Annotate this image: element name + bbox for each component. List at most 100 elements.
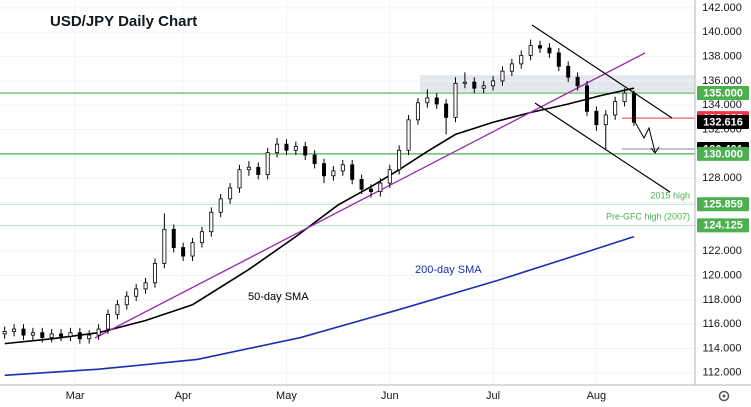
price-tag-label: 124.125 — [703, 220, 743, 232]
sma-line — [4, 235, 635, 377]
candle-body — [594, 110, 599, 126]
x-tick-label: Mar — [66, 390, 85, 402]
candle-body — [134, 288, 139, 297]
candle-body — [303, 146, 308, 156]
candle-body — [584, 85, 589, 112]
candle-body — [603, 114, 608, 126]
price-tag — [697, 146, 749, 161]
level-note: Pre-GFC high (2007) — [606, 212, 690, 222]
candle-body — [368, 188, 373, 192]
candle-body — [256, 166, 261, 175]
candle-body — [481, 85, 486, 89]
price-tag — [697, 218, 749, 233]
x-tick-label: May — [276, 390, 297, 402]
candle-body — [322, 163, 327, 177]
y-tick-label: 120.000 — [702, 269, 742, 281]
candle-body — [519, 54, 524, 65]
x-tick-label: Jul — [486, 390, 500, 402]
levels: 2015 high Pre-GFC high (2007) — [0, 92, 695, 226]
price-tag — [697, 197, 749, 212]
candle-body — [106, 314, 111, 330]
projection-arrow — [634, 121, 656, 153]
candle-body — [547, 47, 552, 54]
candle-body — [77, 332, 82, 340]
candle-body — [68, 332, 73, 337]
candle-body — [350, 164, 355, 180]
trend-line — [94, 52, 646, 339]
candle-body — [378, 182, 383, 192]
candle-body — [556, 52, 561, 67]
candle-body — [124, 295, 129, 306]
y-tick-label: 116.000 — [703, 318, 742, 330]
candle-body — [284, 143, 289, 151]
channel-lower — [534, 102, 671, 193]
candle-body — [209, 211, 214, 233]
y-tick-label: 134.000 — [702, 99, 742, 111]
price-tag-label: 130.000 — [703, 148, 743, 160]
candle-body — [143, 282, 148, 290]
x-tick-label: Jun — [381, 390, 399, 402]
candle-body — [575, 76, 580, 87]
y-tick-label: 140.000 — [702, 26, 742, 38]
candle-body — [96, 328, 101, 336]
candle-body — [425, 97, 430, 104]
settings-icon[interactable] — [718, 390, 730, 402]
candle-body — [622, 92, 627, 102]
x-tick-label: Aug — [587, 390, 607, 402]
candle-body — [59, 333, 64, 337]
candle-body — [566, 65, 571, 78]
candle-body — [162, 228, 167, 264]
candle-body — [538, 45, 543, 49]
gear-center[interactable] — [722, 394, 726, 398]
candle-body — [340, 164, 345, 172]
sma-label: 200-day SMA — [415, 264, 482, 276]
candle-body — [275, 143, 280, 154]
candle-body — [406, 119, 411, 151]
candle-body — [152, 262, 157, 284]
candle-body — [453, 82, 458, 118]
y-tick-label: 114.000 — [703, 342, 742, 354]
candle-body — [434, 97, 439, 105]
candle-body — [2, 331, 7, 335]
chart-title: USD/JPY Daily Chart — [50, 13, 197, 30]
candle-body — [331, 170, 336, 177]
y-tick-label: 112.000 — [703, 367, 742, 379]
candle-body — [631, 92, 636, 123]
gear[interactable] — [718, 390, 730, 402]
level-note: 2015 high — [650, 191, 690, 201]
candle-body — [30, 332, 35, 336]
candle-body — [228, 187, 233, 200]
candle-body — [444, 103, 449, 118]
candle-body — [293, 146, 298, 151]
axes: 112.000 114.000 116.000 118.000 120.000 122.0… — [66, 2, 749, 402]
price-tag — [697, 86, 749, 101]
candle-body — [472, 81, 477, 89]
candle-body — [500, 70, 505, 82]
candle-body — [49, 333, 54, 338]
candles — [2, 39, 636, 344]
candle-body — [397, 149, 402, 171]
resistance-zone — [420, 75, 695, 92]
y-tick-label: 138.000 — [702, 50, 742, 62]
candle-body — [12, 328, 17, 332]
y-tick-label: 128.000 — [702, 172, 742, 184]
candle-body — [40, 332, 45, 338]
y-tick-label: 136.000 — [702, 75, 742, 87]
candle-body — [491, 80, 496, 87]
y-tick-label: 142.000 — [702, 2, 742, 14]
candle-body — [265, 152, 270, 175]
candle-body — [199, 231, 204, 244]
price-tag-label: 135.000 — [703, 87, 743, 99]
candle-body — [312, 154, 317, 165]
price-tag — [697, 115, 749, 130]
candle-body — [21, 328, 26, 336]
candle-body — [115, 304, 120, 315]
candle-body — [218, 198, 223, 213]
candle-body — [237, 169, 242, 189]
price-tag-label: 125.859 — [703, 199, 743, 211]
x-tick-label: Apr — [175, 390, 192, 402]
y-tick-label: 122.000 — [702, 245, 742, 257]
candle-body — [509, 63, 514, 72]
